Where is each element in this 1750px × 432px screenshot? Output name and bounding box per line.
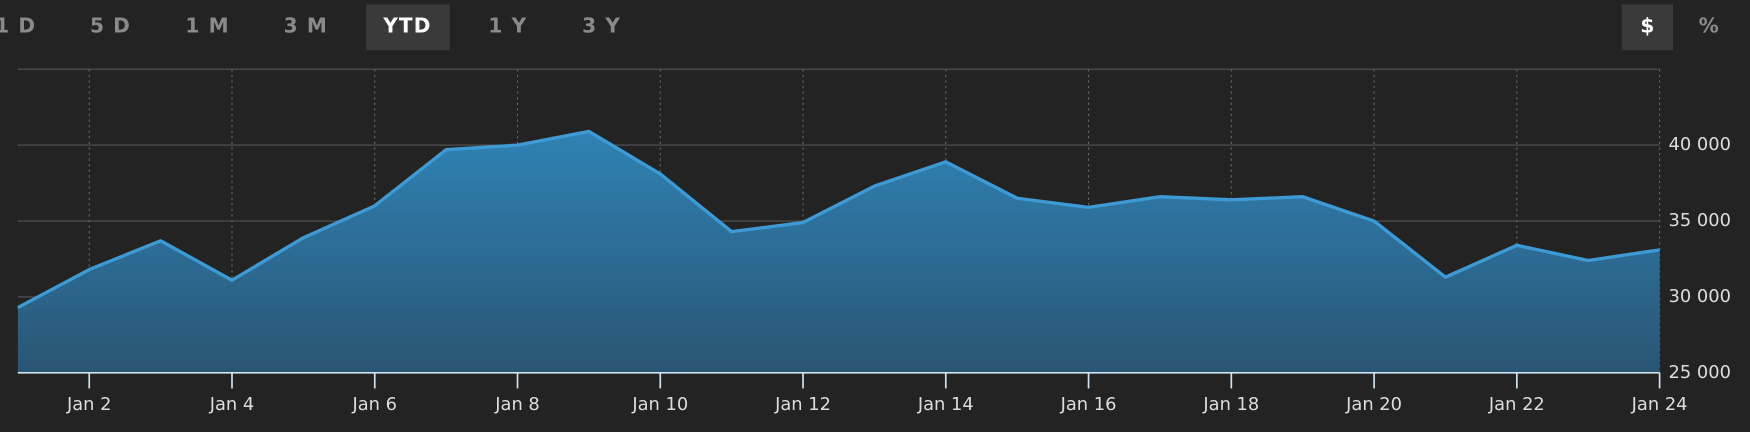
x-tick-label: Jan 18	[1202, 394, 1259, 415]
unit-button[interactable]: %	[1699, 13, 1719, 37]
range-button[interactable]: 3 M	[284, 13, 328, 37]
unit-button[interactable]: $	[1640, 13, 1654, 37]
range-button[interactable]: 1 M	[185, 13, 229, 37]
range-button[interactable]: 1 D	[0, 13, 36, 37]
x-tick-label: Jan 16	[1060, 394, 1117, 415]
y-tick-label: 30 000	[1669, 286, 1731, 307]
x-tick-label: Jan 10	[631, 394, 688, 415]
x-tick-label: Jan 8	[494, 394, 540, 415]
x-tick-label: Jan 4	[209, 394, 255, 415]
y-tick-label: 40 000	[1669, 134, 1731, 155]
x-tick-label: Jan 6	[351, 394, 397, 415]
range-button-bg[interactable]	[366, 4, 450, 51]
x-tick-label: Jan 20	[1345, 394, 1402, 415]
range-button[interactable]: 1 Y	[488, 13, 527, 37]
line	[17, 129, 1660, 310]
x-tick-label: Jan 14	[917, 394, 974, 415]
y-tick-label: 35 000	[1669, 210, 1731, 231]
y-tick-label: 25 000	[1669, 362, 1731, 383]
range-button[interactable]: YTD	[382, 13, 431, 37]
area-fill	[17, 131, 1660, 373]
unit-button-bg[interactable]	[1621, 4, 1673, 51]
range-button[interactable]: 5 D	[90, 13, 131, 37]
x-tick-label: Jan 22	[1488, 394, 1545, 415]
x-tick-label: Jan 2	[66, 394, 112, 415]
range-button[interactable]: 3 Y	[582, 13, 621, 37]
x-tick-label: Jan 24	[1631, 394, 1688, 415]
x-tick-label: Jan 12	[774, 394, 831, 415]
